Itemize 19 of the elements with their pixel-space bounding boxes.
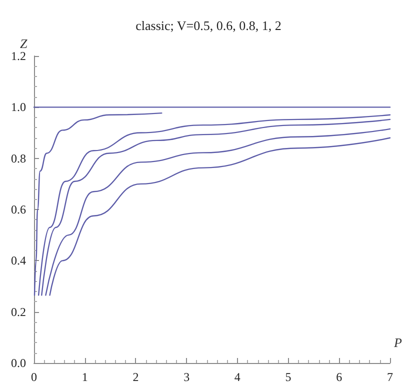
x-tick-label: 3 <box>184 370 190 384</box>
chart-title: classic; V=0.5, 0.6, 0.8, 1, 2 <box>136 18 282 33</box>
y-tick-label: 0.6 <box>11 202 26 216</box>
y-tick-label: 0.0 <box>11 356 26 370</box>
line-series <box>34 112 162 296</box>
x-tick-label: 5 <box>285 370 292 384</box>
y-tick-label: 0.2 <box>11 304 26 319</box>
x-tick-label: 0 <box>31 370 37 384</box>
y-tick-label: 0.4 <box>11 254 26 268</box>
x-tick-label: 7 <box>387 370 393 384</box>
y-tick-label: 1.0 <box>11 100 26 114</box>
x-tick-label: 2 <box>132 370 139 384</box>
x-tick-label: 4 <box>234 370 240 384</box>
x-tick-label: 1 <box>82 370 88 384</box>
x-axis-title: P <box>393 335 402 350</box>
y-tick-label: 0.8 <box>11 151 26 166</box>
y-tick-label: 1.2 <box>11 49 26 63</box>
x-tick-label: 6 <box>336 370 342 384</box>
y-axis-title: Z <box>20 36 28 51</box>
